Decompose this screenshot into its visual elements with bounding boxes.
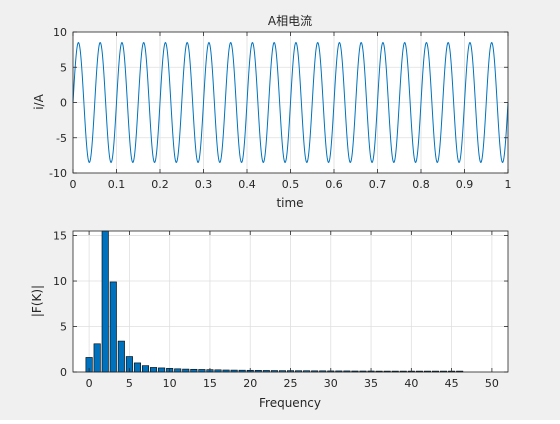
time-plot-x-tick-label: 0.9 [456,178,474,191]
spectrum-x-tick-label: 45 [445,377,459,390]
time-plot-x-tick-label: 0.5 [282,178,300,191]
time-plot-x-tick-label: 0.3 [195,178,213,191]
time-plot-y-tick-label: 5 [60,61,67,74]
time-plot-x-tick-label: 0.1 [108,178,126,191]
time-plot-x-tick-label: 0.7 [369,178,387,191]
current-waveform-line [72,42,509,163]
spectrum-x-tick-label: 40 [404,377,418,390]
spectrum-x-axis-label: Frequency [259,396,321,410]
time-plot-y-tick-label: -10 [49,167,67,180]
spectrum-y-axis-label: |F(K)| [30,285,44,317]
time-plot-ticks: 0 0.1 0.2 0.3 0.4 0.5 0.6 0.7 0.8 0.9 1 -10 -5 0 5 10 [49,26,511,191]
spectrum-bar [182,368,190,373]
spectrum-x-tick-label: 10 [163,377,177,390]
spectrum-bar [101,230,109,373]
time-plot-y-tick-label: 0 [60,97,67,110]
time-plot-data [72,42,509,163]
time-plot-y-tick-label: 10 [53,26,67,39]
time-plot-x-tick-label: 0.4 [238,178,256,191]
spectrum-x-tick-label: 20 [243,377,257,390]
time-plot-x-tick-label: 0.6 [325,178,343,191]
time-plot-y-axis-label: i/A [32,93,46,109]
spectrum-x-tick-label: 30 [324,377,338,390]
spectrum-bar [117,340,125,373]
spectrum-x-tick-label: 50 [485,377,499,390]
time-plot-x-tick-label: 0 [70,178,77,191]
spectrum-axes: 0 5 10 15 20 25 30 35 40 45 50 0 5 10 15 Frequency |F(… [30,230,509,410]
spectrum-x-tick-label: 0 [86,377,93,390]
spectrum-bar [93,343,101,373]
spectrum-bar [109,281,117,373]
spectrum-bar [174,368,182,373]
spectrum-x-tick-label: 15 [203,377,217,390]
spectrum-bar [133,362,141,373]
spectrum-bar [158,367,166,373]
spectrum-x-tick-label: 5 [126,377,133,390]
time-plot-axes: 0 0.1 0.2 0.3 0.4 0.5 0.6 0.7 0.8 0.9 1 -10 -5 0 5 10 A… [32,14,512,210]
spectrum-y-tick-label: 10 [53,275,67,288]
spectrum-y-tick-label: 15 [53,230,67,243]
time-plot-x-axis-label: time [276,196,303,210]
spectrum-x-tick-label: 25 [284,377,298,390]
spectrum-ticks: 0 5 10 15 20 25 30 35 40 45 50 0 5 10 15 [53,230,508,390]
time-plot-x-tick-label: 0.2 [151,178,169,191]
spectrum-y-tick-label: 5 [60,321,67,334]
spectrum-y-tick-label: 0 [60,366,67,379]
time-plot-x-tick-label: 0.8 [412,178,430,191]
time-plot-title: A相电流 [268,14,312,28]
spectrum-bar [141,365,150,373]
time-plot-y-tick-label: -5 [56,132,67,145]
spectrum-x-tick-label: 35 [364,377,378,390]
time-plot-x-tick-label: 1 [505,178,512,191]
spectrum-bar [150,367,158,373]
spectrum-bar [190,368,198,373]
